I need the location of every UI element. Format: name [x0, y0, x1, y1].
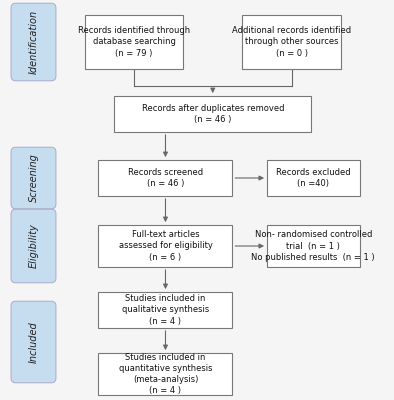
Text: Studies included in
quantitative synthesis
(meta-analysis)
(n = 4 ): Studies included in quantitative synthes…	[119, 353, 212, 395]
Bar	[98, 292, 232, 328]
Bar	[98, 353, 232, 395]
Text: Eligibility: Eligibility	[28, 224, 39, 268]
Text: Screening: Screening	[28, 154, 39, 202]
Text: Records after duplicates removed
(n = 46 ): Records after duplicates removed (n = 46…	[141, 104, 284, 124]
Bar	[85, 15, 183, 69]
Text: Records screened
(n = 46 ): Records screened (n = 46 )	[128, 168, 203, 188]
FancyBboxPatch shape	[11, 301, 56, 383]
Bar	[242, 15, 341, 69]
Text: Full-text articles
assessed for eligibility
(n = 6 ): Full-text articles assessed for eligibil…	[119, 230, 212, 262]
Bar	[114, 96, 311, 132]
Text: Non- randomised controlled
trial  (n = 1 )
No published results  (n = 1 ): Non- randomised controlled trial (n = 1 …	[251, 230, 375, 262]
Bar	[98, 225, 232, 267]
Bar	[267, 225, 359, 267]
Bar	[98, 160, 232, 196]
Text: Included: Included	[28, 321, 39, 363]
Bar	[267, 160, 359, 196]
Text: Records identified through
database searching
(n = 79 ): Records identified through database sear…	[78, 26, 190, 58]
Text: Records excluded
(n =40): Records excluded (n =40)	[276, 168, 351, 188]
FancyBboxPatch shape	[11, 147, 56, 209]
FancyBboxPatch shape	[11, 209, 56, 283]
Text: Studies included in
qualitative synthesis
(n = 4 ): Studies included in qualitative synthesi…	[122, 294, 209, 326]
FancyBboxPatch shape	[11, 3, 56, 81]
Text: Identification: Identification	[28, 10, 39, 74]
Text: Additional records identified
through other sources
(n = 0 ): Additional records identified through ot…	[232, 26, 351, 58]
